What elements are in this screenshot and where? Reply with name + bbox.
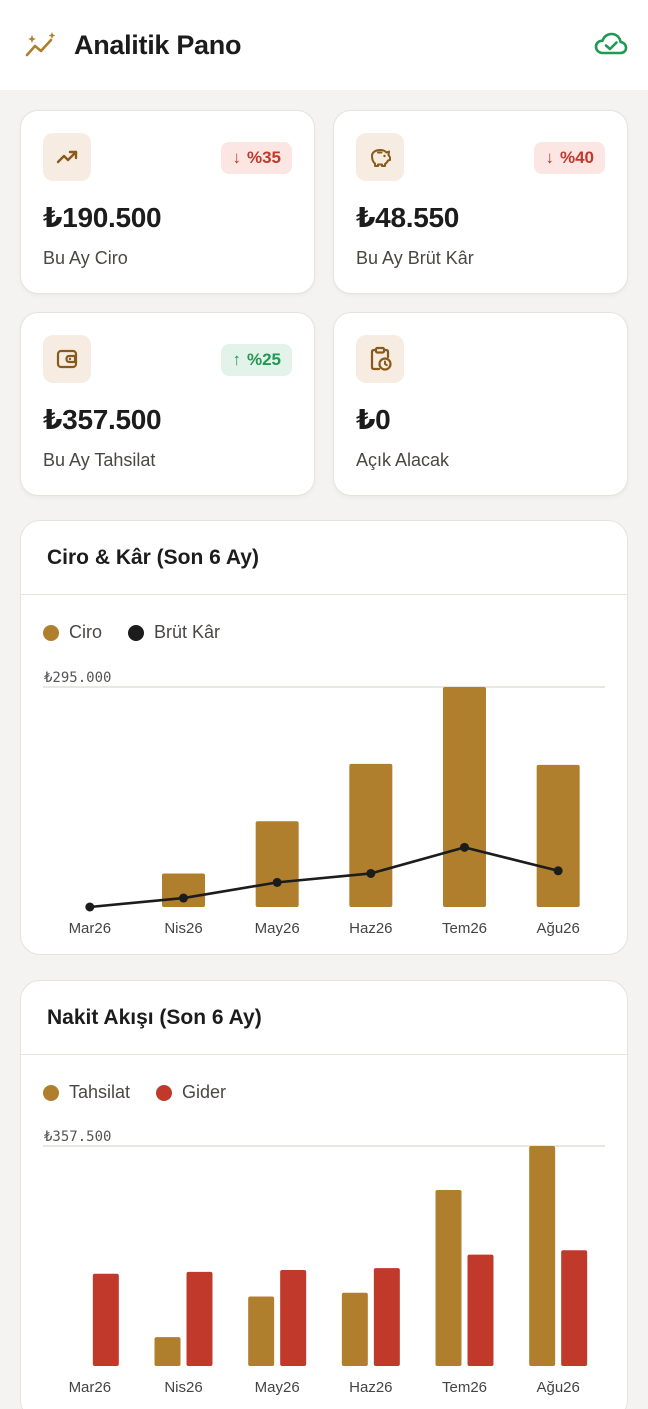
x-tick-label: Mar26 [69,920,112,937]
point-brut-kar [179,893,188,903]
point-brut-kar [272,877,282,887]
cloud-check-icon[interactable] [594,30,628,60]
x-tick-label: Tem26 [442,920,487,937]
legend-item: Ciro [43,622,102,643]
legend-swatch [128,624,145,641]
x-tick-label: Nis26 [164,1379,202,1396]
bar-tahsilat [154,1337,181,1366]
sparkle-trend-icon [24,27,60,63]
card-title: Ciro & Kâr (Son 6 Ay) [21,521,627,595]
kpi-value: ₺48.550 [356,202,460,233]
bar-gider [373,1268,400,1366]
x-tick-label: Tem26 [442,1379,487,1396]
legend-item: Brüt Kâr [128,622,220,643]
clipboard-clock-icon [356,335,404,383]
x-tick-label: Mar26 [69,1379,112,1396]
bar-gider [92,1273,119,1366]
x-tick-label: Ağu26 [536,1379,579,1396]
kpi-card-gross-profit[interactable]: ↓ %40 ₺48.550 Bu Ay Brüt Kâr [333,110,628,294]
bar-ciro [255,821,299,907]
kpi-label: Bu Ay Ciro [43,248,128,268]
x-tick-label: May26 [255,1379,300,1396]
change-badge: ↓ %40 [534,142,605,174]
y-tick-label: ₺357.500 [44,1129,111,1145]
page-title: Analitik Pano [74,29,242,60]
bar-gider [280,1270,307,1366]
legend-item: Gider [156,1082,226,1103]
bar-tahsilat [341,1292,368,1366]
wallet-icon [43,335,91,383]
kpi-value: ₺0 [356,404,391,435]
kpi-label: Bu Ay Tahsilat [43,450,156,470]
bar-tahsilat [248,1296,275,1366]
kpi-card-open-receivables[interactable]: ₺0 Açık Alacak [333,312,628,496]
x-tick-label: Haz26 [349,920,392,937]
arrow-up-icon: ↑ [232,350,241,369]
arrow-down-icon: ↓ [545,148,554,167]
bar-gider [561,1250,588,1366]
app-header: Analitik Pano [0,0,648,90]
legend-swatch [43,624,59,641]
bar-ciro [536,764,580,907]
change-badge: ↓ %35 [221,142,292,174]
trending-up-icon [43,133,91,181]
bar-ciro [443,687,486,907]
kpi-card-collections[interactable]: ↑ %25 ₺357.500 Bu Ay Tahsilat [20,312,315,496]
arrow-down-icon: ↓ [232,148,241,167]
kpi-value: ₺190.500 [43,202,162,233]
bar-gider [467,1254,494,1366]
y-tick-label: ₺295.000 [44,670,111,686]
x-tick-label: May26 [255,920,300,937]
line-brut-kar [89,846,559,909]
bar-gider [186,1271,213,1366]
kpi-label: Bu Ay Brüt Kâr [356,248,474,268]
cash-flow-card: Nakit Akışı (Son 6 Ay) Tahsilat Gider ₺3… [20,980,628,1409]
legend-swatch [156,1084,173,1101]
card-title: Nakit Akışı (Son 6 Ay) [21,981,627,1055]
bar-tahsilat [435,1190,462,1366]
bar-ciro [349,763,393,907]
point-brut-kar [553,866,563,876]
kpi-card-revenue[interactable]: ↓ %35 ₺190.500 Bu Ay Ciro [20,110,315,294]
revenue-profit-card: Ciro & Kâr (Son 6 Ay) Ciro Brüt Kâr ₺295… [20,520,628,955]
legend-item: Tahsilat [43,1082,130,1103]
x-tick-label: Haz26 [349,1379,392,1396]
kpi-value: ₺357.500 [43,404,162,435]
change-badge: ↑ %25 [221,344,292,376]
x-tick-label: Nis26 [164,920,202,937]
point-brut-kar [460,842,469,852]
point-brut-kar [85,902,95,912]
kpi-label: Açık Alacak [356,450,450,470]
legend-swatch [43,1084,59,1101]
bar-tahsilat [529,1146,556,1366]
x-tick-label: Ağu26 [536,920,579,937]
chart-legend: Tahsilat Gider [43,1082,226,1103]
cash-flow-chart: ₺357.500 Mar26 Nis26 May26 Haz26 Tem26 Ağu26 [43,1129,605,1396]
point-brut-kar [366,868,376,878]
chart-legend: Ciro Brüt Kâr [43,622,220,643]
piggy-bank-icon [356,133,404,181]
revenue-profit-chart: ₺295.000 Mar26 Nis26 May26 Haz26 Tem26 Ağu26 [43,670,605,937]
